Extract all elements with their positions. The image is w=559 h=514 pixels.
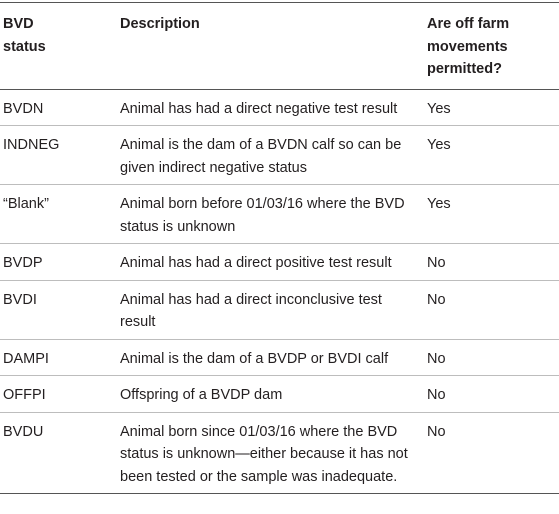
table-cell: No [427,412,559,494]
table-cell: BVDU [0,412,120,494]
header-text: Description [120,16,200,32]
table-cell: No [427,376,559,413]
header-cell: BVD status [0,3,120,90]
cell-text: BVDP [3,255,43,271]
table-row: BVDU Animal born since 01/03/16 where the… [0,412,559,494]
cell-text: BVDI [3,291,37,308]
table-cell: BVDN [0,89,120,126]
cell-text: Animal has had a direct positive test re… [120,255,392,271]
table-cell: Animal is the dam of a BVDN calf so can … [120,126,427,185]
table-row: DAMPI Animal is the dam of a BVDP or BVDI… [0,339,559,376]
header-text: Are off farm movements permitted? [427,16,510,77]
table-cell: Animal is the dam of a BVDP or BVDI calf [120,339,427,376]
cell-text: INDNEG [3,137,60,153]
cell-text: DAMPI [3,350,49,367]
cell-text: BVDN [3,100,44,117]
cell-text: Animal has had a direct negative test re… [120,100,398,117]
table-head: BVD status Description Are off farm move… [0,2,559,90]
cell-text: No [427,255,446,271]
table-row: BVDN Animal has had a direct negative tes… [0,89,559,126]
status-table: BVD status Description Are off farm move… [0,2,559,494]
cell-text: No [427,423,446,440]
table-cell: No [427,280,559,339]
table-cell: “Blank” [0,185,120,244]
table-cell: Yes [427,185,559,244]
cell-text: Animal born since 01/03/16 where the BVD… [120,423,408,485]
cell-text: Animal born before 01/03/16 where the BV… [120,196,405,235]
table-cell: Yes [427,126,559,185]
cell-text: Offspring of a BVDP dam [120,387,283,403]
cell-text: Animal is the dam of a BVDP or BVDI calf [120,350,389,367]
table-cell: Yes [427,89,559,126]
cell-text: Yes [427,196,451,212]
table-cell: Animal has had a direct inconclusive tes… [120,280,427,339]
table-row: INDNEG Animal is the dam of a BVDN calf s… [0,126,559,185]
cell-text: Animal has had a direct inconclusive tes… [120,291,382,331]
table-cell: No [427,339,559,376]
cell-text: Animal is the dam of a BVDN calf so can … [120,137,402,176]
table-cell: No [427,244,559,281]
cell-text: No [427,387,446,403]
header-cell: Description [120,3,427,90]
cell-text: No [427,350,446,367]
table-cell: Offspring of a BVDP dam [120,376,427,413]
table-row: BVDP Animal has had a direct positive tes… [0,244,559,281]
table-body: BVDN Animal has had a direct negative tes… [0,89,559,494]
header-row: BVD status Description Are off farm move… [0,2,559,90]
header-cell: Are off farm movements permitted? [427,3,559,90]
cell-text: Yes [427,100,451,117]
table-cell: DAMPI [0,339,120,376]
table-cell: Animal born before 01/03/16 where the BV… [120,185,427,244]
table-cell: Animal has had a direct negative test re… [120,89,427,126]
cell-text: BVDU [3,423,44,440]
cell-text: “Blank” [3,196,49,212]
cell-text: No [427,291,446,308]
table-row: BVDI Animal has had a direct inconclusive… [0,280,559,339]
table-cell: INDNEG [0,126,120,185]
header-text: BVD status [3,16,46,55]
cell-text: Yes [427,137,451,153]
table-cell: Animal has had a direct positive test re… [120,244,427,281]
table-cell: Animal born since 01/03/16 where the BVD… [120,412,427,494]
table-row: “Blank” Animal born before 01/03/16 where… [0,185,559,244]
table-cell: OFFPI [0,376,120,413]
table-row: OFFPI Offspring of a BVDP dam No [0,376,559,413]
table-cell: BVDP [0,244,120,281]
cell-text: OFFPI [3,387,46,403]
table-cell: BVDI [0,280,120,339]
